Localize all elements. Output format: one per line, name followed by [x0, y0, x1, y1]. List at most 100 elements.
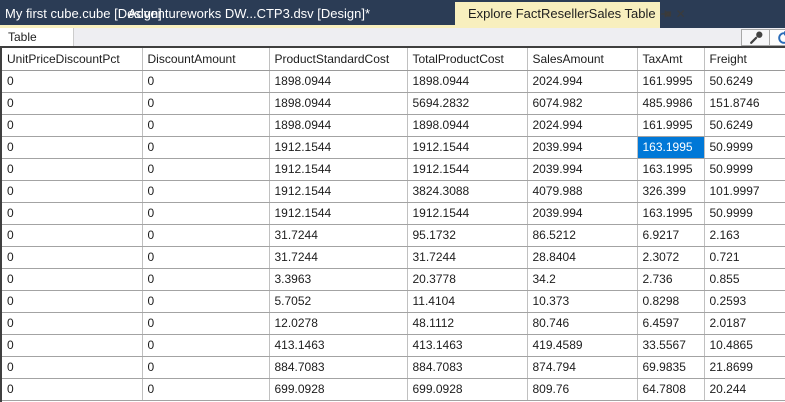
- table-cell[interactable]: 809.76: [527, 378, 638, 401]
- table-cell[interactable]: 0.2593: [704, 290, 785, 313]
- close-icon[interactable]: ✕: [675, 6, 686, 21]
- table-cell[interactable]: 884.7083: [269, 356, 408, 379]
- table-cell[interactable]: 10.373: [527, 290, 638, 313]
- table-cell[interactable]: 31.7244: [269, 246, 408, 269]
- table-cell[interactable]: 2.0187: [704, 312, 785, 335]
- table-cell[interactable]: 0: [2, 356, 143, 379]
- pin-icon[interactable]: [660, 6, 672, 22]
- table-cell[interactable]: 69.9835: [637, 356, 705, 379]
- table-cell[interactable]: 101.9997: [704, 180, 785, 203]
- table-cell[interactable]: 0: [2, 312, 143, 335]
- table-cell[interactable]: 0: [2, 92, 143, 115]
- table-cell[interactable]: 0.855: [704, 268, 785, 291]
- table-cell[interactable]: 0: [142, 268, 270, 291]
- table-cell[interactable]: 0: [2, 290, 143, 313]
- table-cell[interactable]: 33.5567: [637, 334, 705, 357]
- table-cell[interactable]: 1898.0944: [269, 70, 408, 93]
- refresh-button[interactable]: [770, 29, 785, 46]
- table-cell[interactable]: 34.2: [527, 268, 638, 291]
- column-header-discountamount[interactable]: DiscountAmount: [142, 48, 270, 71]
- table-cell[interactable]: 419.4589: [527, 334, 638, 357]
- tab-table-view[interactable]: Table: [0, 28, 74, 46]
- table-cell[interactable]: 163.1995: [637, 158, 705, 181]
- table-cell[interactable]: 5.7052: [269, 290, 408, 313]
- table-cell[interactable]: 1898.0944: [407, 70, 528, 93]
- table-cell[interactable]: 86.5212: [527, 224, 638, 247]
- table-cell[interactable]: 11.4104: [407, 290, 528, 313]
- table-cell[interactable]: 1912.1544: [269, 202, 408, 225]
- tab-my-first-cube[interactable]: My first cube.cube [Design]: [5, 6, 162, 21]
- table-cell[interactable]: 1912.1544: [269, 136, 408, 159]
- table-cell[interactable]: 6074.982: [527, 92, 638, 115]
- table-cell[interactable]: 326.399: [637, 180, 705, 203]
- table-cell[interactable]: 2.736: [637, 268, 705, 291]
- table-cell[interactable]: 2039.994: [527, 202, 638, 225]
- table-cell[interactable]: 0: [2, 268, 143, 291]
- table-cell[interactable]: 3824.3088: [407, 180, 528, 203]
- table-cell[interactable]: 0: [142, 290, 270, 313]
- table-cell[interactable]: 0: [142, 202, 270, 225]
- table-cell[interactable]: 1898.0944: [269, 92, 408, 115]
- table-cell[interactable]: 2024.994: [527, 114, 638, 137]
- table-cell[interactable]: 12.0278: [269, 312, 408, 335]
- column-header-salesamount[interactable]: SalesAmount: [527, 48, 638, 71]
- wrench-button[interactable]: [741, 29, 770, 46]
- table-cell[interactable]: 161.9995: [637, 114, 705, 137]
- table-cell[interactable]: 3.3963: [269, 268, 408, 291]
- table-cell[interactable]: 0: [142, 180, 270, 203]
- column-header-totalproductcost[interactable]: TotalProductCost: [407, 48, 528, 71]
- table-cell[interactable]: 0: [142, 224, 270, 247]
- table-cell[interactable]: 20.244: [704, 378, 785, 401]
- table-cell[interactable]: 48.1112: [407, 312, 528, 335]
- table-cell[interactable]: 6.9217: [637, 224, 705, 247]
- table-cell[interactable]: 2.3072: [637, 246, 705, 269]
- table-cell[interactable]: 699.0928: [407, 378, 528, 401]
- table-cell[interactable]: 50.9999: [704, 136, 785, 159]
- table-cell[interactable]: 50.6249: [704, 70, 785, 93]
- table-cell[interactable]: 50.6249: [704, 114, 785, 137]
- table-cell[interactable]: 0: [2, 180, 143, 203]
- table-cell[interactable]: 0: [2, 136, 143, 159]
- table-cell[interactable]: 0: [142, 246, 270, 269]
- table-cell[interactable]: 413.1463: [407, 334, 528, 357]
- table-cell[interactable]: 21.8699: [704, 356, 785, 379]
- table-cell[interactable]: 0: [2, 70, 143, 93]
- table-cell[interactable]: 1912.1544: [407, 136, 528, 159]
- column-header-unitpricediscountpct[interactable]: UnitPriceDiscountPct: [2, 48, 143, 71]
- table-cell[interactable]: 874.794: [527, 356, 638, 379]
- table-cell[interactable]: 95.1732: [407, 224, 528, 247]
- table-cell[interactable]: 31.7244: [407, 246, 528, 269]
- table-cell[interactable]: 2024.994: [527, 70, 638, 93]
- table-cell[interactable]: 0: [142, 136, 270, 159]
- table-cell[interactable]: 0: [2, 334, 143, 357]
- table-cell[interactable]: 6.4597: [637, 312, 705, 335]
- table-cell[interactable]: 0: [2, 246, 143, 269]
- table-cell[interactable]: 0: [142, 70, 270, 93]
- table-cell[interactable]: 0: [142, 158, 270, 181]
- table-cell[interactable]: 1898.0944: [269, 114, 408, 137]
- table-cell[interactable]: 0.8298: [637, 290, 705, 313]
- table-cell[interactable]: 1912.1544: [269, 180, 408, 203]
- table-cell[interactable]: 485.9986: [637, 92, 705, 115]
- table-cell[interactable]: 163.1995: [637, 202, 705, 225]
- table-cell[interactable]: 0: [2, 114, 143, 137]
- table-cell[interactable]: 50.9999: [704, 202, 785, 225]
- table-cell[interactable]: 64.7808: [637, 378, 705, 401]
- table-cell[interactable]: 699.0928: [269, 378, 408, 401]
- table-cell[interactable]: 0: [2, 158, 143, 181]
- table-cell[interactable]: 0: [2, 202, 143, 225]
- selected-cell[interactable]: 163.1995: [637, 136, 705, 159]
- table-cell[interactable]: 31.7244: [269, 224, 408, 247]
- table-cell[interactable]: 5694.2832: [407, 92, 528, 115]
- table-cell[interactable]: 884.7083: [407, 356, 528, 379]
- table-cell[interactable]: 151.8746: [704, 92, 785, 115]
- table-cell[interactable]: 0: [2, 378, 143, 401]
- table-cell[interactable]: 80.746: [527, 312, 638, 335]
- table-cell[interactable]: 10.4865: [704, 334, 785, 357]
- table-cell[interactable]: 1912.1544: [269, 158, 408, 181]
- column-header-productstandardcost[interactable]: ProductStandardCost: [269, 48, 408, 71]
- table-cell[interactable]: 1898.0944: [407, 114, 528, 137]
- table-cell[interactable]: 0: [2, 224, 143, 247]
- table-cell[interactable]: 161.9995: [637, 70, 705, 93]
- table-cell[interactable]: 2.163: [704, 224, 785, 247]
